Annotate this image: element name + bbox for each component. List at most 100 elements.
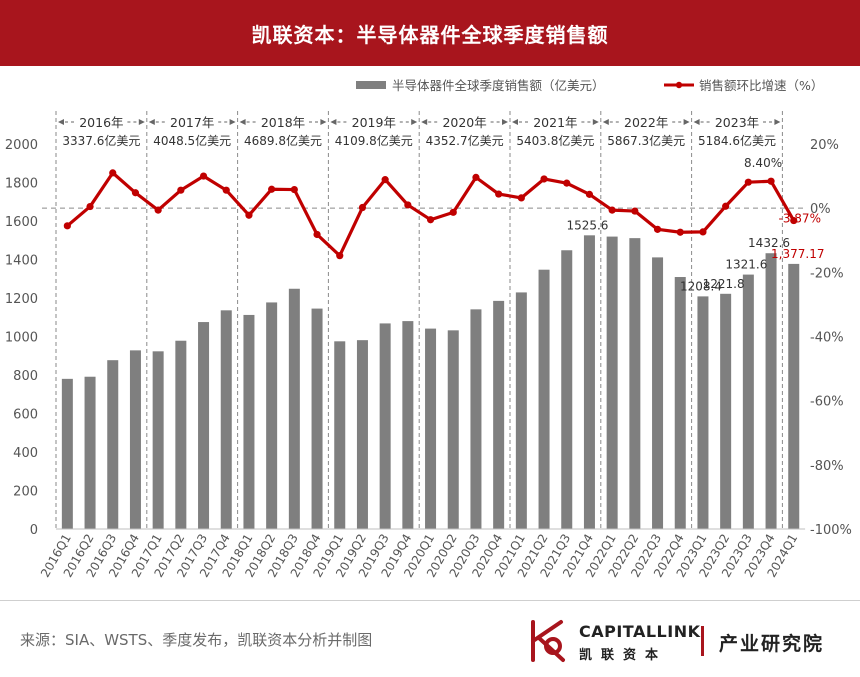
y-left-tick-label: 600	[13, 408, 38, 423]
bar-data-label: 1208.4	[680, 279, 722, 293]
growth-rate-point	[790, 216, 798, 225]
bar-data-label: 1,377.17	[771, 247, 824, 261]
bar	[356, 340, 368, 529]
bar	[583, 235, 595, 529]
bar	[402, 321, 414, 529]
growth-rate-point	[563, 179, 571, 187]
bar	[561, 250, 573, 529]
year-span-arrow-icon	[693, 119, 700, 125]
growth-rate-point	[336, 252, 344, 260]
brand-block: CAPITALLINK 凯联资本 产业研究院	[523, 616, 853, 668]
bar	[742, 274, 754, 529]
growth-rate-point	[744, 178, 752, 186]
legend-line-label: 销售额环比增速（%）	[699, 78, 823, 93]
year-span-arrow-icon	[774, 119, 781, 125]
y-right-tick-label: -40%	[810, 331, 844, 346]
bar	[379, 323, 391, 529]
y-left-tick-label: 200	[13, 485, 38, 500]
y-left-tick-label: 1400	[5, 254, 38, 269]
bar	[198, 322, 210, 529]
y-left-tick-label: 2000	[5, 138, 38, 153]
y-right-tick-label: 0%	[810, 202, 831, 217]
y-right-tick-label: -20%	[810, 266, 844, 281]
bar	[606, 236, 618, 529]
growth-rate-point	[449, 208, 457, 216]
bar	[425, 328, 437, 529]
bar	[84, 376, 96, 529]
year-span-arrow-icon	[138, 119, 145, 125]
bar-data-label: 1432.6	[748, 236, 790, 250]
growth-rate-point	[495, 190, 503, 198]
growth-rate-point	[313, 230, 321, 239]
growth-rate-point	[722, 202, 730, 210]
bar	[152, 351, 164, 529]
bar	[334, 341, 346, 529]
brand-separator	[701, 626, 704, 656]
year-span-arrow-icon	[683, 119, 690, 125]
year-span-arrow-icon	[602, 119, 609, 125]
legend-bar-swatch	[356, 81, 386, 89]
year-span-arrow-icon	[330, 119, 337, 125]
growth-rate-point	[426, 216, 435, 224]
bar	[629, 238, 641, 529]
year-label: 2018年	[261, 115, 305, 130]
year-span-arrow-icon	[421, 119, 428, 125]
growth-rate-point	[131, 189, 140, 197]
year-label: 2023年	[715, 115, 759, 130]
bar-data-label: 1525.6	[566, 218, 608, 232]
source-note: 来源：SIA、WSTS、季度发布，凯联资本分析并制图	[20, 631, 373, 649]
year-span-arrow-icon	[592, 119, 599, 125]
sales-chart: 半导体器件全球季度销售额（亿美元） 销售额环比增速（%） 0 200 400 600 800…	[5, 78, 852, 580]
year-span-arrow-icon	[502, 119, 508, 125]
growth-rate-point	[86, 202, 94, 211]
y-left-tick-label: 1800	[5, 177, 38, 192]
year-span-arrow-icon	[320, 119, 327, 125]
y-left-tick-label: 0	[30, 523, 38, 538]
growth-rate-point	[290, 185, 298, 194]
chart-title: 凯联资本：半导体器件全球季度销售额	[0, 0, 860, 66]
growth-rate-point	[699, 228, 707, 236]
y-left-tick-label: 1600	[5, 215, 38, 230]
year-total-label: 5184.6亿美元	[698, 133, 776, 148]
line-data-label: 8.40%	[744, 156, 782, 170]
growth-rate-point	[767, 177, 775, 185]
year-span-arrow-icon	[512, 119, 518, 125]
legend-line-marker	[675, 81, 683, 89]
y-left-tick-label: 1200	[5, 292, 38, 307]
bar	[288, 288, 300, 529]
y-right-tick-label: 20%	[810, 138, 839, 153]
year-span-arrow-icon	[239, 119, 246, 125]
year-total-label: 4352.7亿美元	[426, 133, 504, 148]
year-label: 2020年	[442, 115, 486, 130]
bar	[697, 296, 709, 529]
footer-divider	[0, 600, 860, 601]
bar	[175, 340, 187, 529]
year-span-arrow-icon	[58, 119, 64, 125]
year-total-label: 4689.8亿美元	[244, 133, 322, 148]
bar	[220, 310, 232, 529]
line-data-label: -3.87%	[779, 212, 821, 226]
growth-rate-point	[63, 222, 71, 230]
growth-rate-line	[66, 171, 796, 258]
y-right-tick-label: -100%	[810, 523, 852, 538]
year-label: 2016年	[79, 115, 123, 130]
year-span-arrow-icon	[229, 119, 236, 125]
year-label: 2022年	[624, 115, 668, 130]
bar	[788, 263, 800, 529]
growth-rate-point	[517, 194, 525, 202]
bar	[674, 277, 686, 529]
bar	[765, 253, 777, 530]
growth-rate-point	[608, 206, 616, 214]
y-left-tick-label: 800	[13, 369, 38, 384]
growth-rate-point	[540, 175, 548, 183]
y-left-tick-label: 1000	[5, 331, 38, 346]
bar-data-label: 1221.8	[703, 277, 745, 291]
bar	[61, 378, 73, 529]
brand-name-cn: 凯联资本	[579, 648, 668, 663]
growth-rate-point	[381, 176, 389, 184]
growth-rate-point	[404, 201, 412, 209]
year-label: 2021年	[533, 115, 577, 130]
growth-rate-point	[676, 228, 684, 236]
y-right-tick-label: -60%	[810, 395, 844, 410]
growth-rate-point	[222, 186, 230, 194]
